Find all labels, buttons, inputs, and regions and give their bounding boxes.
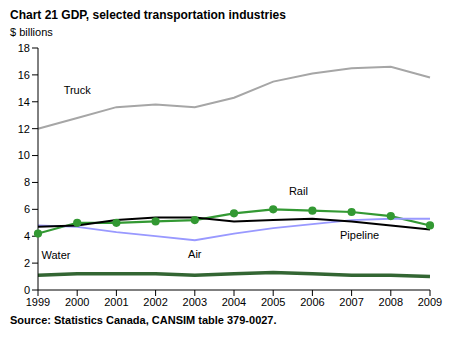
svg-text:12: 12 <box>18 123 30 135</box>
svg-text:2005: 2005 <box>261 296 285 308</box>
svg-text:2001: 2001 <box>104 296 128 308</box>
svg-text:2009: 2009 <box>418 296 442 308</box>
svg-text:Air: Air <box>188 248 202 260</box>
svg-text:1999: 1999 <box>26 296 50 308</box>
svg-text:6: 6 <box>24 203 30 215</box>
svg-text:2003: 2003 <box>183 296 207 308</box>
svg-text:Water: Water <box>42 249 71 261</box>
svg-text:2000: 2000 <box>65 296 89 308</box>
html-text:Source: Statistics Canada, CAN: Source: Statistics Canada, CANSIM table … <box>10 314 277 326</box>
svg-text:2002: 2002 <box>143 296 167 308</box>
svg-text:16: 16 <box>18 69 30 81</box>
svg-text:2004: 2004 <box>222 296 246 308</box>
svg-text:18: 18 <box>18 42 30 54</box>
svg-text:8: 8 <box>24 176 30 188</box>
svg-text:14: 14 <box>18 96 30 108</box>
html-text:$ billions: $ billions <box>10 26 53 38</box>
svg-text:2007: 2007 <box>339 296 363 308</box>
svg-text:0: 0 <box>24 284 30 296</box>
svg-text:2008: 2008 <box>379 296 403 308</box>
svg-text:Rail: Rail <box>289 185 308 197</box>
svg-text:4: 4 <box>24 230 30 242</box>
html-text:Chart 21 GDP, selected transpo: Chart 21 GDP, selected transportation in… <box>10 8 286 22</box>
svg-text:Pipeline: Pipeline <box>340 229 379 241</box>
svg-text:10: 10 <box>18 149 30 161</box>
svg-text:Truck: Truck <box>64 84 92 96</box>
svg-text:2006: 2006 <box>300 296 324 308</box>
svg-text:2: 2 <box>24 257 30 269</box>
